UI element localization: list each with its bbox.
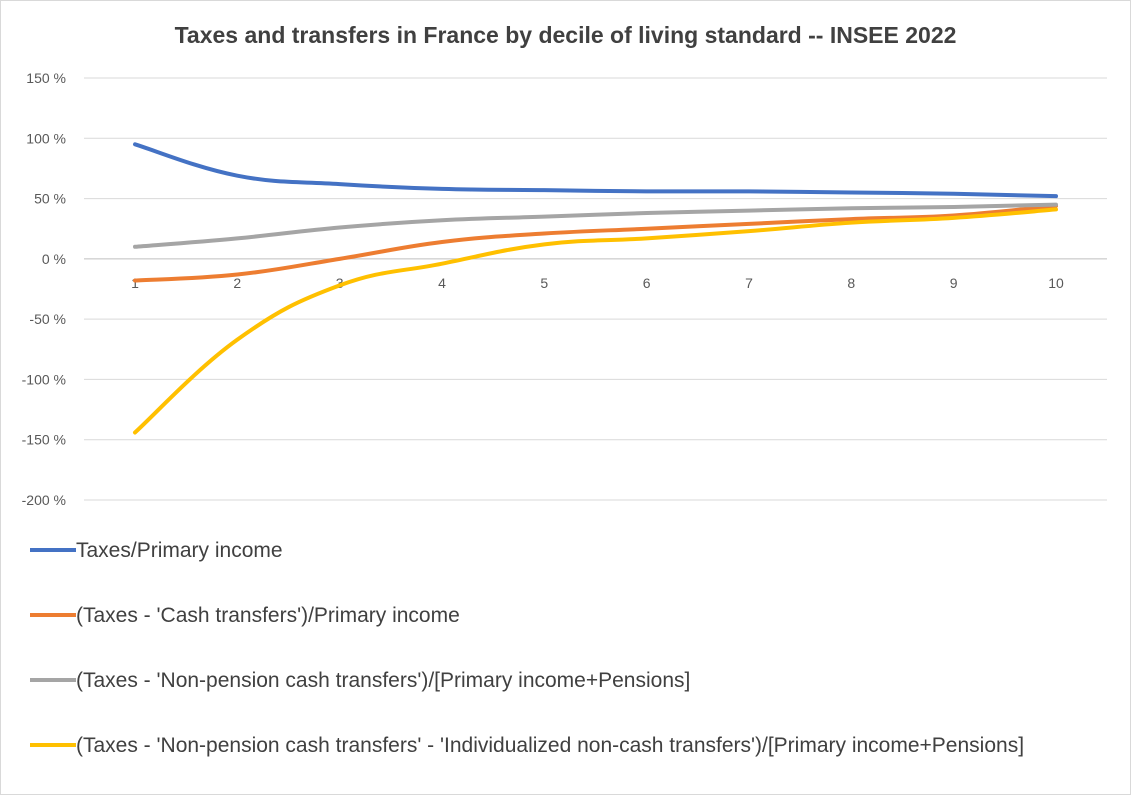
legend-swatch (30, 613, 76, 617)
y-axis-ticks: 150 % 100 % 50 % 0 % -50 % -100 % -150 % -200 % (22, 70, 66, 508)
y-tick-label: -50 % (29, 311, 66, 327)
legend-label: Taxes/Primary income (76, 539, 283, 562)
legend-label: (Taxes - 'Cash transfers')/Primary incom… (76, 604, 460, 627)
series-line-3 (133, 207, 1058, 435)
y-tick-label: -150 % (22, 432, 66, 448)
x-tick-label: 3 (336, 275, 344, 291)
chart-title: Taxes and transfers in France by decile … (174, 22, 957, 48)
series-line-0 (133, 142, 1058, 199)
x-tick-label: 8 (847, 275, 855, 291)
y-tick-label: 50 % (34, 191, 66, 207)
legend-swatch (30, 548, 76, 552)
x-tick-label: 7 (745, 275, 753, 291)
x-tick-label: 4 (438, 275, 446, 291)
x-tick-label: 9 (950, 275, 958, 291)
x-tick-label: 10 (1048, 275, 1064, 291)
x-tick-label: 6 (643, 275, 651, 291)
x-tick-label: 1 (131, 275, 139, 291)
legend-label: (Taxes - 'Non-pension cash transfers' - … (76, 734, 1025, 757)
x-tick-label: 5 (540, 275, 548, 291)
y-tick-label: -100 % (22, 371, 66, 387)
x-axis-ticks: 1 2 3 4 5 6 7 8 9 10 (131, 275, 1064, 291)
series-lines (133, 142, 1058, 435)
y-tick-label: -200 % (22, 492, 66, 508)
gridlines (84, 77, 1107, 501)
legend-swatch (30, 678, 76, 682)
series-line-1 (133, 203, 1058, 283)
y-tick-label: 0 % (42, 251, 66, 267)
series-line-2 (133, 202, 1058, 249)
y-tick-label: 100 % (26, 130, 66, 146)
y-tick-label: 150 % (26, 70, 66, 86)
x-tick-label: 2 (233, 275, 241, 291)
legend-label: (Taxes - 'Non-pension cash transfers')/[… (76, 669, 691, 692)
legend-swatch (30, 743, 76, 747)
